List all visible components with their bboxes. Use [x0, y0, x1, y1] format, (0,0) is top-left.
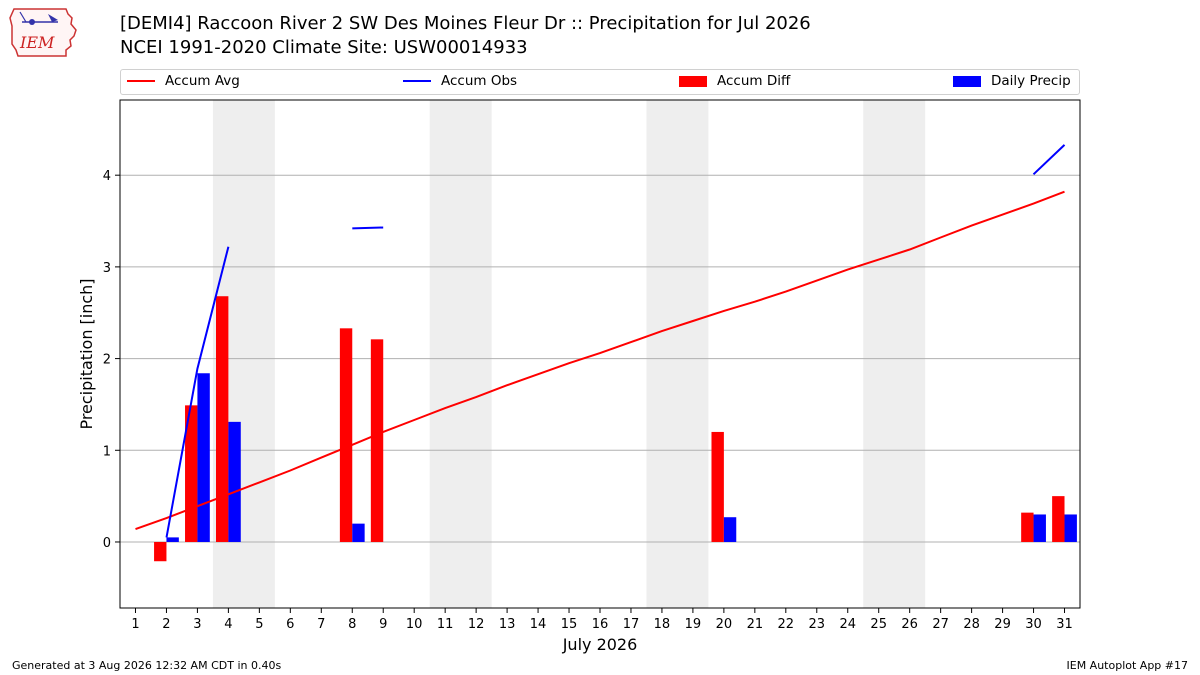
y-tick-label: 4 [103, 169, 111, 184]
x-tick-label: 9 [379, 617, 387, 632]
y-tick-label: 2 [103, 353, 111, 368]
x-tick-label: 31 [1056, 617, 1073, 632]
footer-app-id: IEM Autoplot App #17 [1066, 659, 1189, 672]
y-tick-label: 1 [103, 444, 111, 459]
x-tick-label: 19 [685, 617, 702, 632]
logo-text: IEM [19, 33, 55, 52]
x-tick-label: 17 [623, 617, 640, 632]
x-tick-label: 8 [348, 617, 356, 632]
legend-swatch-daily-precip [953, 75, 981, 87]
legend-label: Accum Obs [441, 73, 518, 89]
x-tick-label: 6 [286, 617, 294, 632]
weekend-bands [212, 100, 926, 608]
x-tick-label: 18 [654, 617, 671, 632]
x-tick-label: 23 [809, 617, 826, 632]
y-gridlines [120, 174, 1080, 543]
bar-daily-precip [352, 523, 365, 542]
weekend-band [429, 100, 492, 608]
legend-swatch-accum-diff [679, 75, 707, 87]
x-tick-label: 10 [406, 617, 423, 632]
x-tick-label: 7 [317, 617, 325, 632]
weekend-band [863, 100, 926, 608]
x-tick-label: 29 [994, 617, 1011, 632]
chart-title: [DEMI4] Raccoon River 2 SW Des Moines Fl… [120, 13, 811, 34]
legend: Accum Avg Accum Obs Accum Diff Daily Pre… [120, 69, 1080, 95]
x-tick-label: 20 [716, 617, 733, 632]
iowa-map-icon: IEM [9, 8, 77, 57]
x-tick-label: 27 [932, 617, 949, 632]
x-tick-label: 5 [255, 617, 263, 632]
line-accum-obs [165, 246, 230, 538]
legend-item-accum-avg: Accum Avg [127, 73, 240, 89]
x-tick-label: 3 [193, 617, 201, 632]
bar-marks [154, 296, 1077, 562]
y-axis-ticks: 0 1 2 3 4 [103, 169, 120, 551]
x-axis-label: July 2026 [562, 635, 638, 654]
y-tick-label: 3 [103, 261, 111, 276]
legend-item-daily-precip: Daily Precip [953, 73, 1071, 89]
chart-subtitle: NCEI 1991-2020 Climate Site: USW00014933 [120, 37, 528, 58]
x-tick-label: 30 [1025, 617, 1042, 632]
plot-frame [119, 99, 1081, 609]
x-tick-label: 16 [592, 617, 609, 632]
footer-generated: Generated at 3 Aug 2026 12:32 AM CDT in … [12, 659, 282, 672]
bar-accum-diff [339, 328, 353, 542]
legend-label: Daily Precip [991, 73, 1071, 89]
x-tick-label: 15 [561, 617, 578, 632]
bar-accum-diff [711, 431, 724, 542]
x-tick-label: 25 [870, 617, 887, 632]
bar-daily-precip [166, 537, 179, 542]
line-accum-obs [352, 226, 384, 230]
bar-accum-diff [370, 339, 384, 542]
x-tick-label: 14 [530, 617, 547, 632]
x-tick-label: 4 [224, 617, 232, 632]
x-tick-label: 28 [963, 617, 980, 632]
line-accum-avg [135, 190, 1065, 531]
bar-accum-diff [1052, 496, 1065, 542]
bar-accum-diff [154, 541, 167, 562]
x-axis-ticks: 1 2 3 4 5 6 7 8 9 10 11 12 13 14 15 16 17 18 19 20 21 22 23 24 2… [131, 608, 1073, 632]
bar-daily-precip [1033, 514, 1046, 542]
x-tick-label: 2 [162, 617, 170, 632]
legend-swatch-accum-avg [127, 80, 155, 82]
legend-item-accum-diff: Accum Diff [679, 73, 790, 89]
bar-daily-precip [1064, 514, 1077, 542]
bar-accum-diff [216, 296, 229, 542]
bar-daily-precip [228, 421, 241, 542]
x-tick-label: 13 [499, 617, 516, 632]
x-tick-label: 12 [468, 617, 485, 632]
bar-daily-precip [723, 517, 737, 542]
x-tick-label: 22 [778, 617, 795, 632]
line-marks [135, 144, 1066, 538]
x-tick-label: 21 [747, 617, 764, 632]
bar-daily-precip [197, 373, 210, 542]
x-tick-label: 11 [437, 617, 454, 632]
iem-logo: IEM [8, 6, 80, 58]
weekend-band [646, 100, 709, 608]
y-tick-label: 0 [103, 536, 111, 551]
x-tick-label: 1 [131, 617, 139, 632]
y-axis-label: Precipitation [inch] [77, 278, 96, 429]
legend-label: Accum Avg [165, 73, 240, 89]
line-accum-obs [1032, 144, 1066, 176]
legend-item-accum-obs: Accum Obs [403, 73, 517, 89]
legend-swatch-accum-obs [403, 80, 431, 82]
legend-label: Accum Diff [717, 73, 791, 89]
bar-accum-diff [1021, 512, 1034, 542]
x-tick-label: 26 [901, 617, 918, 632]
x-tick-label: 24 [839, 617, 856, 632]
